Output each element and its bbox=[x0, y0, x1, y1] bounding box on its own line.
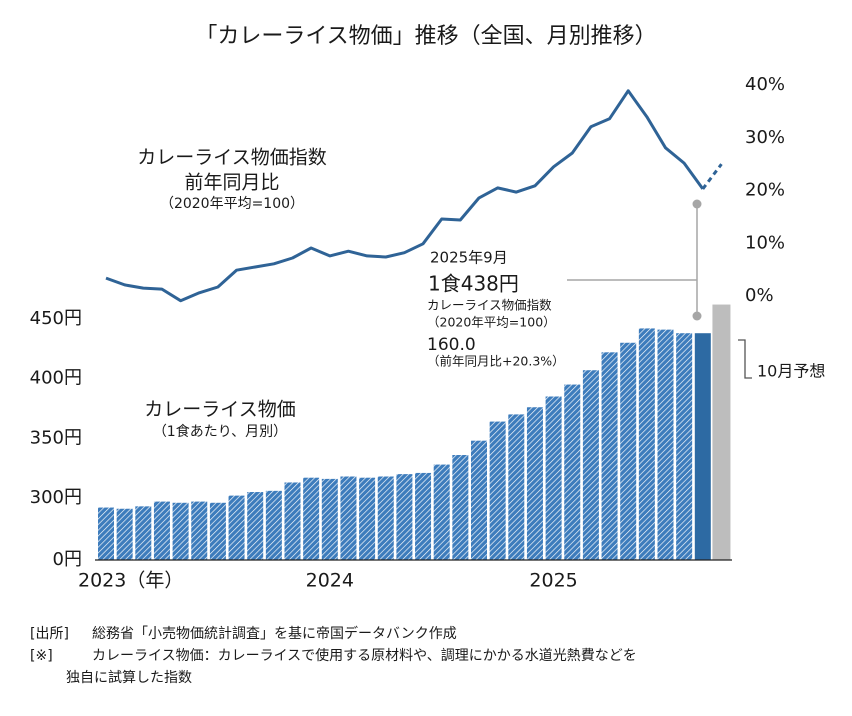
note-text: カレーライス物価：カレーライスで使用する原材料や、調理にかかる水道光熱費などを bbox=[92, 647, 637, 664]
callout-text: （前年同月比+20.3%） bbox=[427, 354, 565, 369]
note-label: [出所] bbox=[30, 626, 69, 642]
callout-dot bbox=[692, 311, 702, 321]
bar bbox=[265, 490, 282, 560]
bar bbox=[620, 342, 637, 560]
bar bbox=[694, 333, 711, 560]
callout-text: 1食438円 bbox=[428, 272, 519, 296]
series-label: カレーライス物価指数 bbox=[137, 147, 326, 169]
bar bbox=[601, 352, 618, 560]
bar bbox=[582, 370, 599, 560]
y-tick-label: 300円 bbox=[30, 487, 82, 508]
notes: [出所] 総務省「小売物価統計調査」を基に帝国データバンク作成 [※] カレーライス物… bbox=[30, 625, 637, 686]
y-tick-label: 350円 bbox=[30, 427, 82, 448]
callout-dot bbox=[692, 199, 702, 209]
line bbox=[105, 89, 705, 303]
bar bbox=[526, 407, 543, 560]
y-tick-label: 0円 bbox=[53, 549, 82, 570]
y2-tick-label: 30% bbox=[745, 127, 785, 148]
bar bbox=[676, 333, 693, 560]
forecast-line bbox=[701, 163, 723, 190]
bar bbox=[172, 502, 189, 560]
bar bbox=[508, 414, 525, 560]
note-text: 総務省「小売物価統計調査」を基に帝国データバンク作成 bbox=[92, 625, 457, 642]
x-tick-label: 2023（年） bbox=[78, 570, 183, 592]
bar bbox=[638, 328, 655, 560]
bar bbox=[396, 474, 413, 560]
callout-text: 160.0 bbox=[427, 335, 476, 355]
chart-title: 「カレーライス物価」推移（全国、月別推移） bbox=[195, 24, 656, 49]
bar bbox=[415, 472, 432, 560]
series-label: （1食あたり、月別） bbox=[153, 423, 287, 440]
bar bbox=[98, 507, 114, 560]
callout-text: カレーライス物価指数 bbox=[427, 298, 552, 313]
callout-connector bbox=[567, 204, 698, 316]
y2-tick-label: 40% bbox=[745, 74, 785, 95]
bar bbox=[340, 476, 357, 560]
bar bbox=[228, 495, 245, 560]
bar bbox=[359, 477, 376, 560]
bar bbox=[545, 396, 562, 560]
x-tick-label: 2024 bbox=[306, 570, 354, 592]
note-text: 独自に試算した指数 bbox=[66, 670, 192, 686]
y-tick-label: 400円 bbox=[30, 368, 82, 389]
y2-tick-label: 10% bbox=[745, 232, 785, 253]
bar bbox=[564, 384, 581, 560]
forecast-label: 10月予想 bbox=[757, 362, 825, 381]
bar bbox=[657, 329, 674, 560]
y2-tick-label: 0% bbox=[745, 285, 774, 306]
bar bbox=[191, 501, 208, 560]
bar bbox=[209, 502, 226, 560]
series-label: （2020年平均=100） bbox=[160, 196, 304, 212]
y2-tick-label: 20% bbox=[745, 180, 785, 201]
bar bbox=[452, 455, 469, 560]
bar bbox=[135, 506, 152, 560]
bar bbox=[712, 304, 731, 560]
callout-text: （2020年平均=100） bbox=[427, 315, 556, 330]
bar bbox=[321, 478, 338, 560]
bar bbox=[433, 464, 450, 560]
y-tick-label: 450円 bbox=[30, 308, 82, 329]
bar bbox=[489, 421, 506, 560]
bar bbox=[116, 508, 133, 560]
callout-text: 2025年9月 bbox=[430, 249, 508, 267]
series-label: 前年同月比 bbox=[184, 172, 279, 194]
bar bbox=[471, 440, 487, 560]
series-label: カレーライス物価 bbox=[144, 399, 295, 421]
bar bbox=[377, 476, 394, 560]
bar bbox=[247, 492, 264, 560]
bar bbox=[303, 477, 320, 560]
note-label: [※] bbox=[30, 648, 53, 664]
bar bbox=[153, 501, 170, 560]
forecast-bracket bbox=[738, 339, 752, 379]
x-tick-label: 2025 bbox=[529, 570, 577, 592]
bar bbox=[284, 482, 301, 560]
